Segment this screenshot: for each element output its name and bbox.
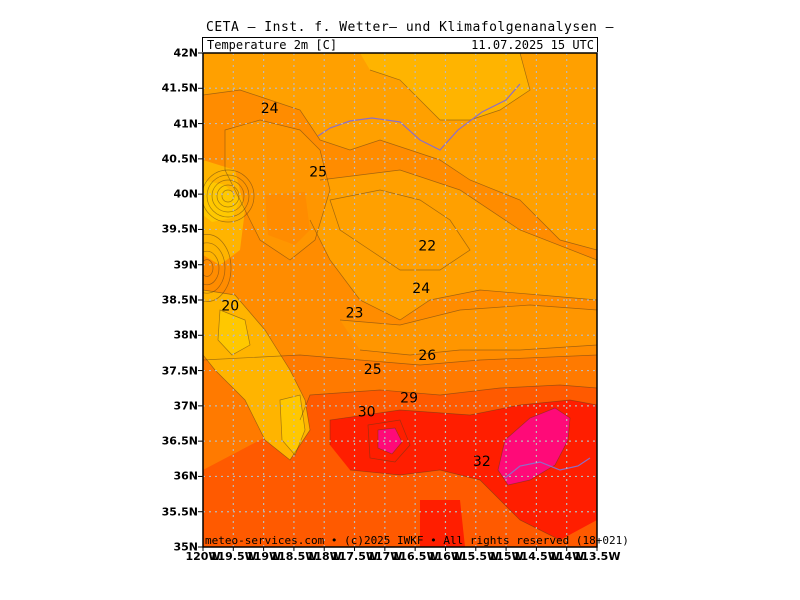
- isotherm-line: [329, 399, 597, 445]
- contour-value-label: 24: [261, 101, 279, 117]
- lat-tick-label: 41.5N: [161, 81, 198, 95]
- temperature-region: [360, 53, 530, 120]
- lat-tick-label: 37.5N: [161, 364, 198, 378]
- lat-tick-label: 42N: [173, 46, 198, 60]
- lat-tick-label: 35.5N: [161, 505, 198, 519]
- longitude-axis: 120W 119.5W 119W 118.5W 118W 117.5W 117W 116.5W…: [185, 550, 621, 564]
- lat-tick-label: 41N: [173, 117, 198, 131]
- copyright-credit: meteo-services.com • (c)2025 IWKF • All …: [205, 534, 629, 547]
- isotherm-line: [203, 234, 232, 302]
- temperature-region: [310, 170, 597, 320]
- lat-tick-label: 40N: [173, 187, 198, 201]
- lon-tick-label: 116W: [427, 550, 464, 563]
- isotherm-line: [203, 289, 311, 461]
- isotherm-line: [203, 259, 214, 277]
- state-border-line: [317, 83, 521, 151]
- lat-tick-label: 37N: [173, 399, 198, 413]
- temperature-region: [340, 305, 597, 355]
- isotherm-line: [339, 304, 597, 326]
- lon-tick-label: 116.5W: [391, 550, 439, 563]
- axis-ticks: [198, 52, 598, 551]
- isotherm-line: [203, 89, 597, 251]
- isotherm-lines: [203, 53, 597, 541]
- chart-title: CETA – Inst. f. Wetter– und Klimafolgena…: [206, 20, 615, 35]
- contour-value-label: 23: [346, 306, 364, 322]
- isotherm-line: [221, 189, 235, 203]
- isotherm-line: [206, 174, 250, 218]
- valid-time-label: 11.07.2025 15 UTC: [471, 38, 594, 52]
- lon-tick-label: 114W: [549, 550, 585, 563]
- contour-value-label: 24: [412, 281, 430, 297]
- lat-tick-label: 39N: [173, 258, 198, 272]
- lon-tick-label: 115W: [488, 550, 524, 563]
- lon-tick-label: 115.5W: [452, 550, 500, 563]
- contour-value-label: 25: [364, 362, 382, 378]
- temperature-region: [498, 408, 570, 485]
- contour-value-label: 26: [418, 348, 436, 364]
- isotherm-line: [203, 250, 220, 286]
- isotherm-line: [367, 419, 411, 463]
- contour-value-label: 32: [473, 454, 491, 470]
- isotherm-line: [377, 427, 403, 455]
- isotherm-line: [369, 53, 531, 121]
- isotherm-line: [203, 242, 226, 294]
- isotherm-line: [224, 119, 331, 261]
- contour-value-label: 20: [221, 299, 239, 315]
- contour-value-label: 22: [418, 239, 436, 255]
- lon-tick-label: 120W: [185, 550, 221, 563]
- lon-tick-label: 117.5W: [331, 550, 378, 563]
- subtitle-frame: [202, 37, 598, 52]
- isotherm-line: [497, 407, 571, 486]
- contour-value-label: 29: [400, 390, 418, 406]
- isotherm-line: [217, 309, 251, 356]
- lat-lon-grid: [203, 53, 597, 547]
- temperature-fields: [203, 53, 597, 547]
- temperature-region: [265, 192, 310, 245]
- isotherm-line: [319, 169, 597, 261]
- contour-value-label: 25: [309, 165, 327, 181]
- isotherm-line: [309, 219, 597, 321]
- isotherm-line: [299, 384, 597, 421]
- isotherm-line: [211, 179, 245, 213]
- lon-tick-label: 117W: [367, 550, 403, 563]
- isotherm-line: [216, 184, 240, 208]
- lat-tick-label: 36.5N: [161, 434, 198, 448]
- isotherm-line: [359, 344, 597, 356]
- lat-tick-label: 36N: [173, 469, 198, 483]
- contour-value-label: 30: [358, 404, 376, 420]
- state-border-line: [504, 457, 591, 479]
- lat-tick-label: 39.5N: [161, 222, 198, 236]
- lon-tick-label: 113.5W: [573, 550, 621, 563]
- lon-tick-label: 114.5W: [512, 550, 560, 563]
- isotherm-line: [279, 394, 306, 456]
- lat-tick-label: 38.5N: [161, 293, 198, 307]
- temperature-region: [218, 310, 250, 355]
- lon-tick-label: 119.5W: [209, 550, 257, 563]
- lat-tick-label: 40.5N: [161, 152, 198, 166]
- lon-tick-label: 119W: [246, 550, 282, 563]
- lat-tick-label: 35N: [173, 540, 198, 554]
- lon-tick-label: 118.5W: [270, 550, 318, 563]
- lon-tick-label: 118W: [306, 550, 342, 563]
- isotherm-line: [203, 169, 255, 223]
- contour-labels: 24 25 22 24 23 20 26 25 29 30 32: [221, 101, 490, 470]
- variable-label: Temperature 2m [C]: [207, 38, 338, 52]
- isotherm-line: [349, 469, 561, 541]
- lat-tick-label: 38N: [173, 328, 198, 342]
- temperature-region: [280, 395, 305, 455]
- isotherm-line: [203, 354, 597, 366]
